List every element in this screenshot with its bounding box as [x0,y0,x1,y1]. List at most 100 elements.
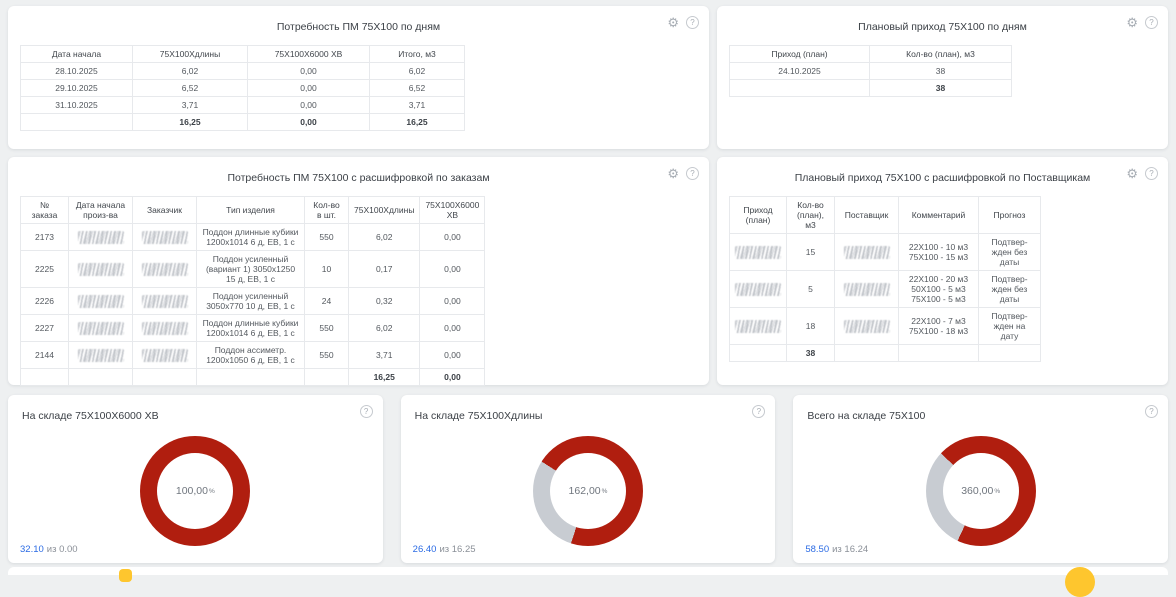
table-cell: 0,00 [419,287,486,315]
table-cell: 0,00 [419,223,486,251]
percent-sign: % [209,487,215,495]
redacted-value [843,319,890,333]
table-cell: 0,00 [419,368,486,386]
stock-lengths-stat: 26.40 из 16.25 [413,544,476,555]
redacted-cell [729,270,787,308]
table-row: 2226 Поддон усиленный 3050х770 10 д, ЕВ, … [20,287,486,315]
table-row: 28.10.2025 6,02 0,00 6,02 [20,62,465,80]
panel-actions: ⚙ ? [667,167,699,180]
demand-by-orders-table: № заказа Дата начала произ-ва Заказчик Тип … [20,196,486,386]
help-icon[interactable]: ? [1145,16,1158,29]
table-header-row: Приход (план) Кол-во (план), м3 Поставщик К… [729,196,1041,234]
redacted-value [141,348,188,362]
table-cell [729,344,787,362]
table-cell: 0,00 [247,113,370,131]
redacted-cell [68,341,133,369]
table-cell: 15 [786,233,835,271]
table-cell: 22Х100 - 20 м3 50Х100 - 5 м3 75Х100 - 5 … [898,270,979,308]
stock-total-donut-chart: 360,00% [925,436,1036,546]
top-row: Потребность ПМ 75Х100 по дням ⚙ ? Дата н… [8,6,1168,149]
stock-hv-donut-chart: 100,00% [140,436,251,546]
floating-action-button[interactable] [1065,567,1095,597]
help-icon[interactable]: ? [1145,167,1158,180]
gear-icon[interactable]: ⚙ [1126,166,1138,181]
bottom-row: На складе 75Х100Х6000 ХВ ? 100,00% 32.10… [8,395,1168,563]
table-cell: Поддон усиленный 3050х770 10 д, ЕВ, 1 с [196,287,305,315]
table-cell: 6,02 [132,62,248,80]
panel-actions: ? [1144,405,1158,418]
column-header: Кол-во (план), м3 [869,45,1012,63]
gear-icon[interactable]: ⚙ [667,15,679,30]
panel-stock-lengths: На складе 75Х100Хдлины ? 162,00% 26.40 из… [400,395,776,563]
panel-arrival-by-suppliers: Плановый приход 75Х100 с расшифровкой по… [717,157,1168,385]
column-header: Дата начала произ-ва [68,196,133,224]
panel-title: Потребность ПМ 75Х100 по дням [276,21,441,33]
redacted-value [141,262,188,276]
help-icon[interactable]: ? [359,405,373,418]
help-icon[interactable]: ? [686,16,699,29]
stat-rest: из 16.25 [439,544,476,555]
table-header-row: № заказа Дата начала произ-ва Заказчик Тип … [20,196,486,224]
table-cell: 6,02 [369,62,465,80]
panel-arrival-by-day: Плановый приход 75Х100 по дням ⚙ ? Прихо… [717,6,1168,149]
redacted-cell [132,287,197,315]
table-row: 15 22Х100 - 10 м3 75Х100 - 15 м3 Подтвер- … [729,233,1041,271]
column-header: Приход (план) [729,45,870,63]
column-header: Дата начала [20,45,133,63]
table-cell: 2225 [20,250,69,288]
column-header: 75Х100Х6000 ХВ [419,196,486,224]
column-header: Итого, м3 [369,45,465,63]
table-cell: 2226 [20,287,69,315]
table-cell: 38 [869,79,1012,97]
redacted-value [77,294,124,308]
help-icon[interactable]: ? [686,167,699,180]
middle-row: Потребность ПМ 75Х100 с расшифровкой по … [8,157,1168,386]
table-cell: 3,71 [347,341,421,369]
table-cell: 22Х100 - 10 м3 75Х100 - 15 м3 [898,233,979,271]
stat-value: 58.50 [805,544,830,555]
table-cell: 6,52 [132,79,248,97]
redacted-cell [132,223,197,251]
redacted-value [77,262,124,276]
table-cell [834,344,899,362]
table-cell: 0,00 [247,96,370,114]
mini-action-button[interactable] [119,569,132,582]
redacted-cell [68,223,133,251]
table-cell [304,368,349,386]
table-body: 15 22Х100 - 10 м3 75Х100 - 15 м3 Подтвер- … [729,233,1041,345]
table-cell: Поддон ассиметр. 1200х1050 6 д, ЕВ, 1 с [196,341,305,369]
stat-rest: из 0.00 [46,544,78,555]
column-header: № заказа [20,196,69,224]
table-cell: 0,00 [247,62,370,80]
table-cell: 22Х100 - 7 м3 75Х100 - 18 м3 [898,307,979,345]
redacted-cell [68,250,133,288]
table-cell [729,79,870,97]
table-cell: 6,02 [347,314,421,342]
gear-icon[interactable]: ⚙ [1126,15,1138,30]
column-header: Комментарий [898,196,979,234]
table-cell: 38 [869,62,1012,80]
help-icon[interactable]: ? [1144,405,1158,418]
panel-header: Плановый приход 75Х100 с расшифровкой по… [727,165,1158,196]
redacted-cell [729,307,787,345]
arrival-by-day-table: Приход (план) Кол-во (план), м3 24.10.202… [729,45,1012,97]
table-total-row: 16,25 0,00 [20,368,486,386]
arrival-by-suppliers-table: Приход (план) Кол-во (план), м3 Поставщик К… [729,196,1041,362]
panel-actions: ⚙ ? [1126,167,1158,180]
table-cell: 24.10.2025 [729,62,870,80]
table-total-row: 38 [729,344,1041,362]
gear-icon[interactable]: ⚙ [667,166,679,181]
help-icon[interactable]: ? [752,405,766,418]
panel-title: На складе 75Х100Х6000 ХВ [22,410,159,422]
footer-strip [8,567,1168,597]
panel-title: Потребность ПМ 75Х100 с расшифровкой по … [227,172,490,184]
redacted-cell [132,250,197,288]
panel-actions: ? [359,405,373,418]
demand-by-day-table: Дата начала 75Х100Хдлины 75Х100Х6000 ХВ Ито… [20,45,465,131]
table-cell: Подтвер- жден на дату [978,307,1041,345]
table-cell: Поддон длинные кубики 1200х1014 6 д, ЕВ,… [196,223,305,251]
redacted-value [141,321,188,335]
panel-header: Потребность ПМ 75Х100 с расшифровкой по … [18,165,699,196]
table-body: 28.10.2025 6,02 0,00 6,02 29.10.2025 6,52 0,00… [20,62,465,114]
table-cell: 38 [786,344,835,362]
